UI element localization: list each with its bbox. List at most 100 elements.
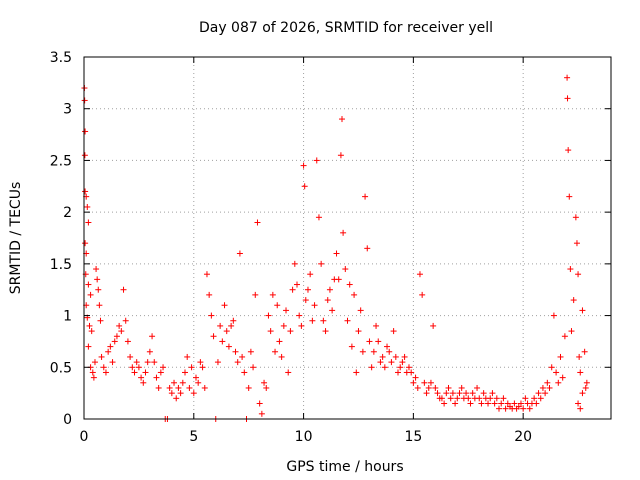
data-point [445,384,452,391]
data-point [395,369,402,376]
data-point [111,338,118,345]
x-axis-label: GPS time / hours [286,459,403,475]
data-point [447,395,454,402]
data-point [566,193,573,200]
data-point [539,384,546,391]
data-point [88,328,95,335]
data-point [82,240,89,247]
data-point [399,359,406,366]
data-point [241,369,248,376]
data-point [274,302,281,309]
data-point [131,369,138,376]
data-point [217,322,224,329]
data-point [135,364,142,371]
data-point [511,400,518,407]
data-point [184,353,191,360]
data-point [572,214,579,221]
data-point [373,322,380,329]
data-point [441,400,448,407]
data-point [272,348,279,355]
data-point [348,343,355,350]
data-point [351,291,358,298]
data-point [190,390,197,397]
data-point [390,328,397,335]
data-point [311,302,318,309]
data-point [210,333,217,340]
data-point [155,384,162,391]
data-point [228,322,235,329]
data-point [581,348,588,355]
data-point [498,400,505,407]
data-point [487,395,494,402]
data-point [301,183,308,190]
data-point [95,286,102,293]
data-point [355,328,362,335]
data-point [496,405,503,412]
data-point [153,374,160,381]
data-point [208,312,215,319]
data-point [342,266,349,273]
data-point [535,390,542,397]
data-point [197,359,204,366]
data-point [133,359,140,366]
data-point [375,338,382,345]
y-tick-label: 2 [63,205,72,221]
y-tick-label: 1 [63,309,72,325]
data-point [565,147,572,154]
data-point [250,364,257,371]
x-tick-label: 10 [295,429,313,445]
data-point [555,379,562,386]
data-point [85,343,92,350]
data-point [296,312,303,319]
data-point [252,291,259,298]
data-point [82,188,89,195]
plot-frame [83,56,612,420]
data-point [81,97,88,104]
data-point [550,312,557,319]
data-point [82,128,89,135]
data-point [425,384,432,391]
data-point [188,364,195,371]
data-point [517,400,524,407]
x-tick-label: 5 [189,429,198,445]
data-point [245,384,252,391]
data-point [105,348,112,355]
data-point [234,359,241,366]
data-point [340,229,347,236]
data-point [575,271,582,278]
x-tick-label: 0 [80,429,89,445]
x-tick-label: 15 [404,429,422,445]
data-point [388,359,395,366]
data-point [84,203,91,210]
data-point [315,214,322,221]
data-point [368,364,375,371]
data-point [346,281,353,288]
data-point [430,322,437,329]
data-point [219,338,226,345]
data-point [195,379,202,386]
data-point [359,348,366,355]
data-point [577,405,584,412]
data-point [405,364,412,371]
data-point [467,400,474,407]
data-point [500,395,507,402]
data-point [344,317,351,324]
data-point [302,297,309,304]
data-point [199,364,206,371]
data-point [456,390,463,397]
grid-layer [84,57,611,419]
data-point [201,384,208,391]
y-tick-label: 3.5 [50,50,72,66]
data-point [149,333,156,340]
data-point [564,95,571,102]
data-point [267,328,274,335]
data-point [160,364,167,371]
data-point [553,369,560,376]
data-point [166,384,173,391]
data-point [113,333,120,340]
data-point [214,359,221,366]
data-point [427,379,434,386]
data-point [408,369,415,376]
